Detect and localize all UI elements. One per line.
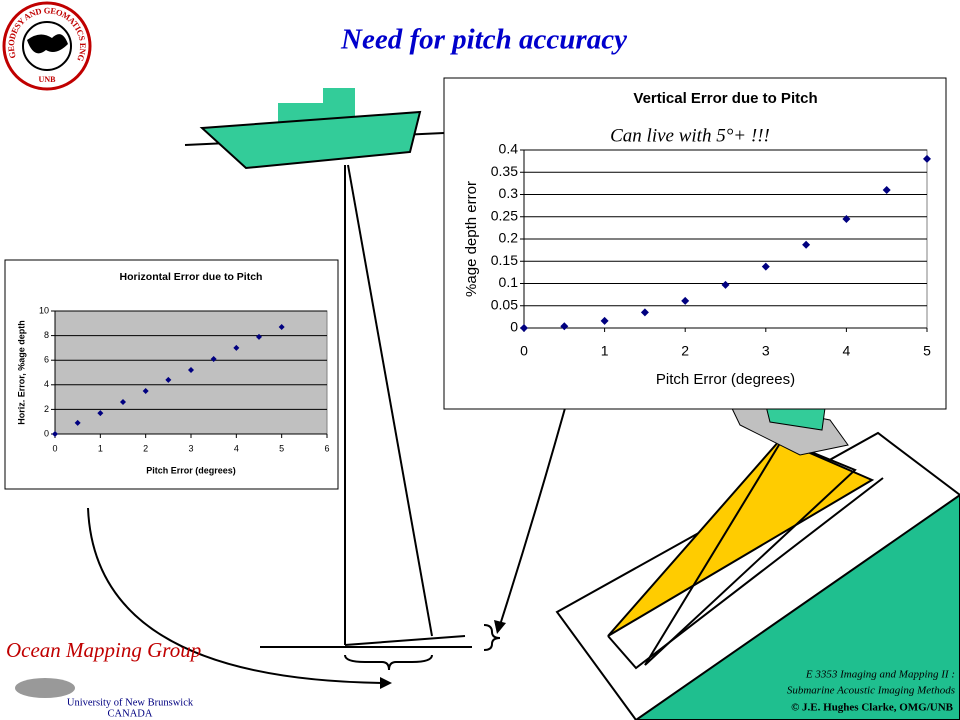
arrowhead [494,620,506,634]
y-tick-label: 10 [39,305,49,315]
x-tick-label: 6 [324,444,329,454]
x-tick-label: 5 [923,343,931,359]
brace-vertical [483,624,501,651]
brace-horizontal [344,654,433,671]
swath-illustration [555,397,960,720]
x-tick-label: 0 [52,444,57,454]
data-point [165,376,172,383]
swath-fan [607,438,875,637]
copyright: © J.E. Hughes Clarke, OMG/UNB [791,702,954,714]
ship-illustration [184,88,445,170]
x-tick-label: 5 [279,444,284,454]
y-axis-label: %age depth error [463,181,480,297]
x-tick-label: 1 [601,343,609,359]
data-point [520,324,528,332]
ship-hull [199,110,422,170]
x-tick-label: 3 [762,343,770,359]
data-point [842,214,851,223]
x-tick-label: 1 [98,444,103,454]
data-point [681,296,690,305]
y-tick-label: 0.1 [499,274,519,290]
seafloor-slope [634,493,960,720]
data-point [882,186,891,195]
x-tick-label: 2 [681,343,689,359]
y-tick-label: 0.4 [499,141,519,157]
y-tick-label: 0.05 [491,296,518,312]
course: E 3353 Imaging and Mapping II : [805,669,955,681]
slide-title: Need for pitch accuracy [340,24,627,56]
country: CANADA [108,708,153,719]
data-point [640,308,649,317]
course-subtitle: Submarine Acoustic Imaging Methods [787,685,955,697]
y-tick-label: 4 [44,379,49,389]
x-tick-label: 0 [520,343,528,359]
data-point [142,387,149,394]
chart-title: Vertical Error due to Pitch [633,90,817,107]
data-point [600,316,609,325]
data-point [97,410,104,417]
x-axis-label: Pitch Error (degrees) [656,371,795,388]
y-tick-label: 0.25 [491,207,518,223]
footer-graphic [15,678,75,698]
chart-title: Horizontal Error due to Pitch [120,271,263,283]
beam-pitched [347,164,433,637]
y-tick-label: 8 [44,330,49,340]
y-tick-label: 0.15 [491,252,518,268]
y-axis-label: Horiz. Error, %age depth [16,320,26,425]
x-axis-label: Pitch Error (degrees) [146,465,236,475]
data-point [923,154,931,163]
logo-land [27,34,68,54]
data-point [74,419,81,426]
y-tick-label: 0.35 [491,163,518,179]
y-tick-label: 6 [44,355,49,365]
arrowhead [380,677,392,689]
seafloor-offset [344,635,466,646]
data-point [52,431,58,437]
data-point [233,344,240,351]
data-point [560,322,569,331]
data-point [188,367,194,374]
data-point [761,262,770,271]
x-tick-label: 2 [143,444,148,454]
university: University of New Brunswick [67,697,194,708]
y-tick-label: 2 [44,404,49,414]
data-point [721,280,730,289]
x-tick-label: 3 [188,444,193,454]
data-point [256,333,262,340]
y-tick-label: 0.2 [499,230,519,246]
swath-pitched [644,438,857,666]
data-point [802,240,811,249]
y-tick-label: 0 [44,428,49,438]
annotation: Can live with 5°+ !!! [610,125,770,146]
swath-outline [607,477,884,670]
group-name: Ocean Mapping Group [6,638,201,662]
y-tick-label: 0 [510,319,518,335]
y-tick-label: 0.3 [499,185,519,201]
x-tick-label: 4 [843,343,851,359]
x-tick-label: 4 [234,444,239,454]
logo-abbrev: UNB [39,75,57,84]
arrow-horizontal [87,507,386,684]
data-point [210,355,217,362]
data-point [278,323,285,330]
logo: GEODESY AND GEOMATICS ENGINEERING UNB [0,0,92,91]
data-point [120,399,126,406]
